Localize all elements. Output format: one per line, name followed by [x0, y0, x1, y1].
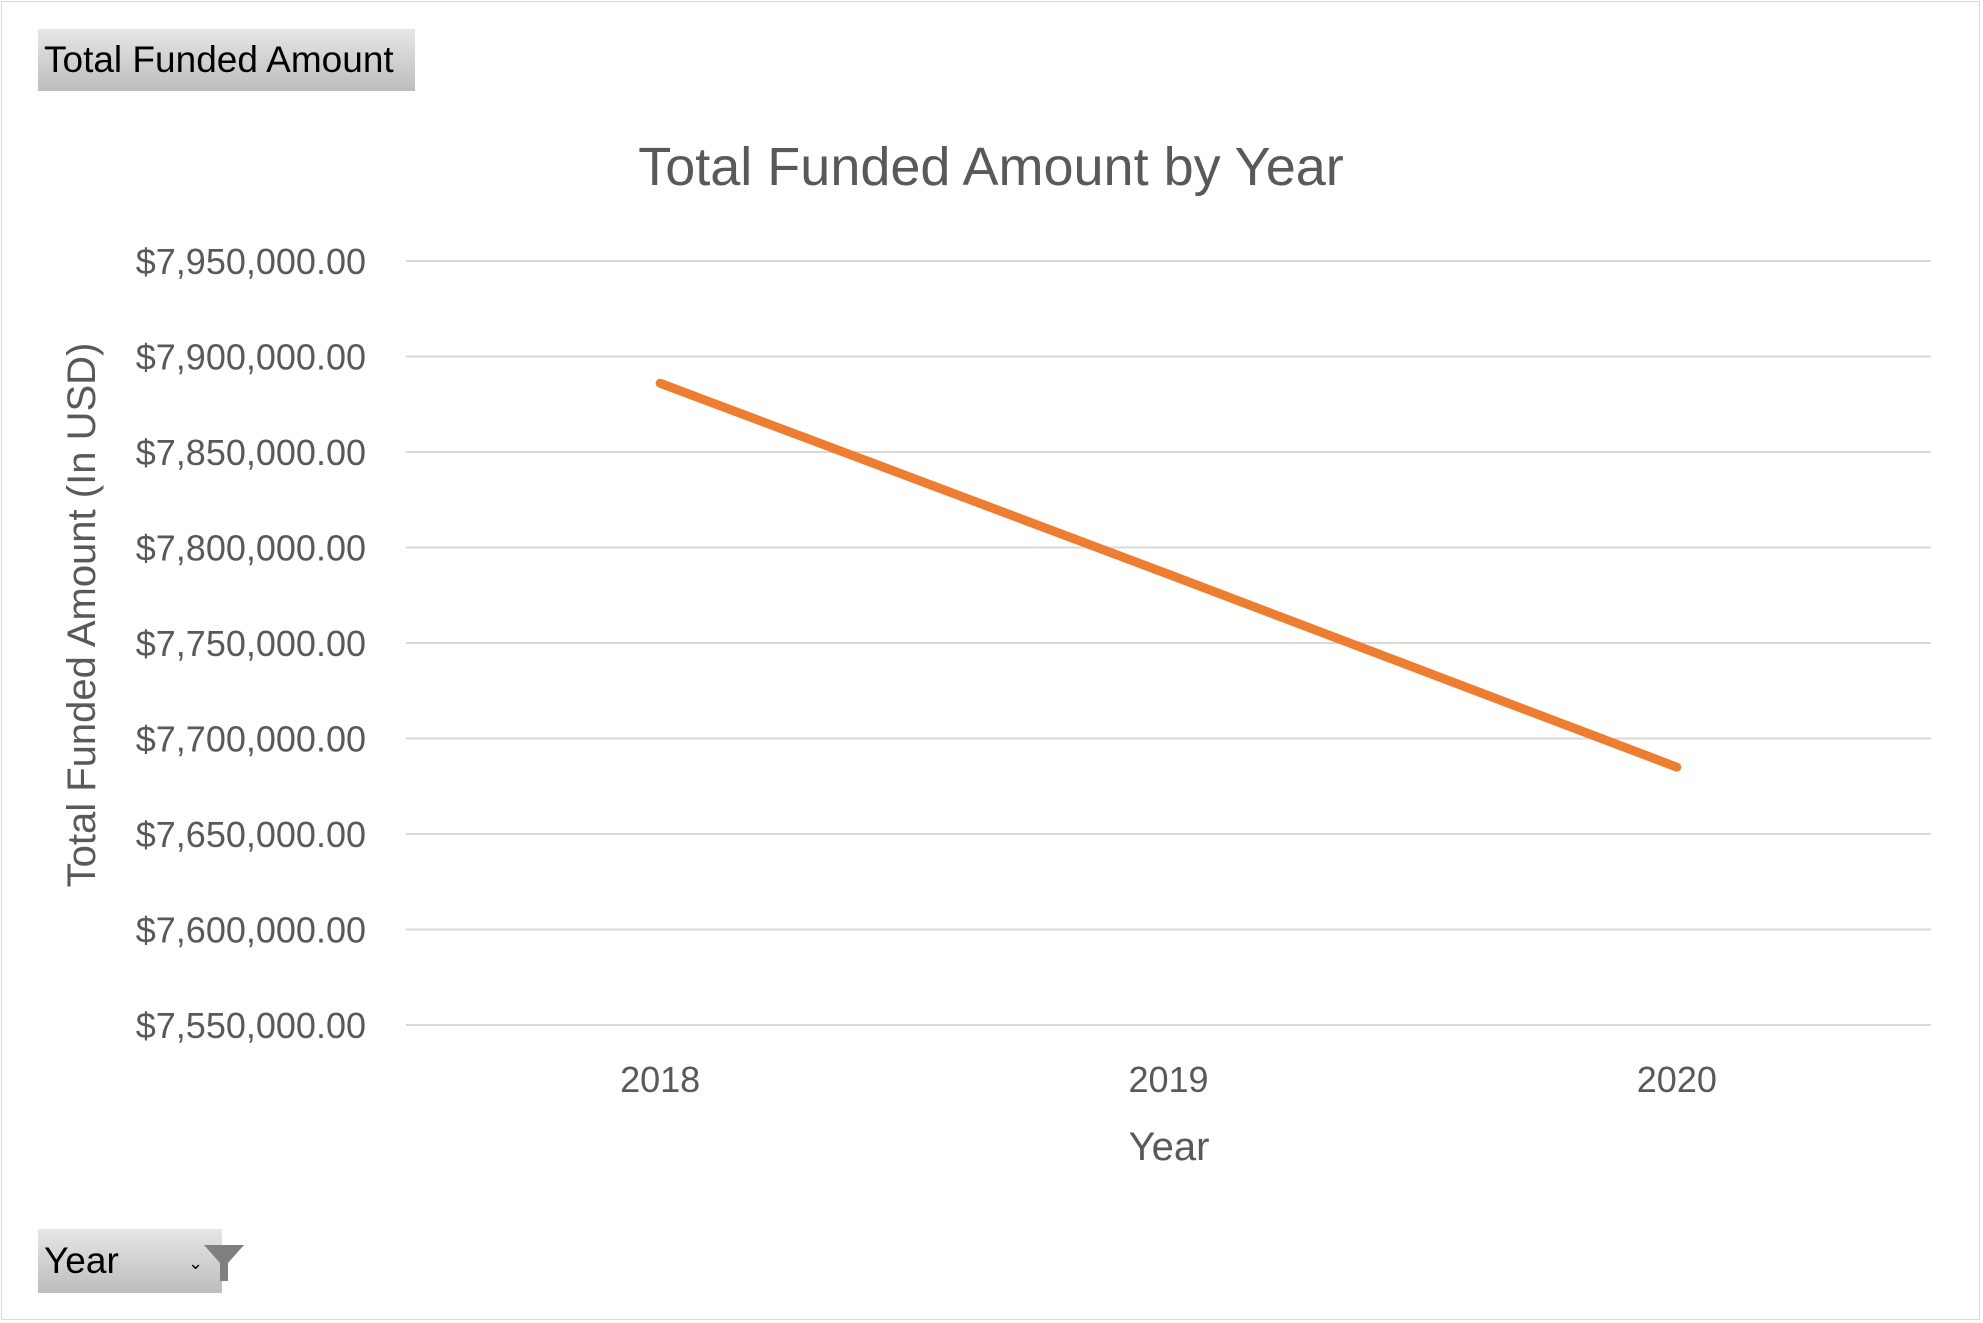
x-tick-label: 2019 — [1128, 1059, 1208, 1100]
y-tick-label: $7,600,000.00 — [136, 910, 366, 951]
x-axis-ticks: 2018 2019 2020 — [620, 1059, 1717, 1100]
value-field-label: Total Funded Amount — [44, 39, 394, 80]
funnel-icon[interactable] — [202, 1243, 246, 1283]
value-field-button[interactable]: Total Funded Amount — [38, 29, 415, 91]
axis-field-label: Year — [44, 1240, 119, 1281]
series-line — [655, 378, 1682, 772]
y-tick-label: $7,800,000.00 — [136, 528, 366, 569]
series-group — [655, 378, 1682, 772]
x-tick-label: 2020 — [1637, 1059, 1717, 1100]
x-tick-label: 2018 — [620, 1059, 700, 1100]
y-axis-ticks: $7,550,000.00 $7,600,000.00 $7,650,000.00 $… — [136, 241, 366, 1046]
chart-title: Total Funded Amount by Year — [638, 137, 1344, 197]
y-tick-label: $7,750,000.00 — [136, 623, 366, 664]
y-axis-label: Total Funded Amount (In USD) — [60, 343, 104, 888]
x-axis-label: Year — [1129, 1125, 1210, 1169]
dropdown-arrow-icon[interactable]: ⌄ — [188, 1253, 204, 1273]
gridlines — [406, 260, 1931, 1026]
y-tick-label: $7,950,000.00 — [136, 241, 366, 282]
y-tick-label: $7,900,000.00 — [136, 337, 366, 378]
axis-field-button[interactable]: Year ⌄ — [38, 1229, 244, 1293]
y-tick-label: $7,650,000.00 — [136, 814, 366, 855]
y-tick-label: $7,700,000.00 — [136, 719, 366, 760]
y-tick-label: $7,550,000.00 — [136, 1005, 366, 1046]
y-tick-label: $7,850,000.00 — [136, 432, 366, 473]
